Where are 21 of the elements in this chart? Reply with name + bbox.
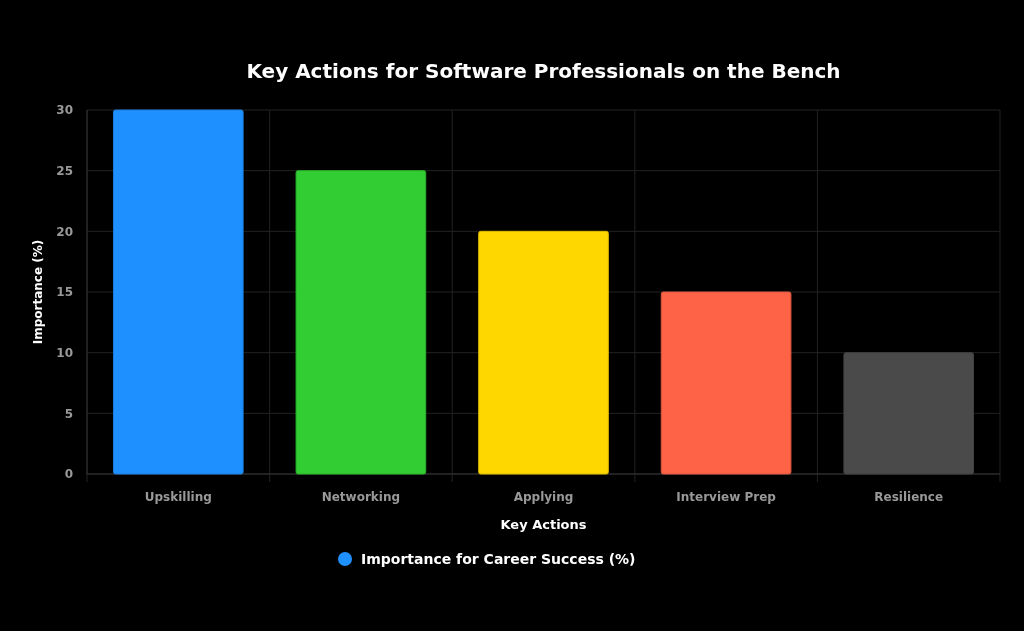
y-tick-label: 0 — [64, 467, 73, 482]
y-tick-label: 30 — [56, 103, 73, 118]
legend-label: Importance for Career Success (%) — [361, 550, 636, 567]
bar — [112, 109, 244, 475]
y-tick-label: 10 — [56, 345, 73, 360]
x-tick-label: Upskilling — [144, 490, 212, 504]
y-axis-title: Importance (%) — [31, 239, 45, 345]
x-tick-label: Resilience — [874, 490, 944, 504]
x-tick-label: Networking — [321, 490, 401, 504]
x-tick-label: Applying — [513, 490, 574, 504]
chart-title: Key Actions for Software Professionals on the Bench — [246, 59, 841, 83]
y-tick-label: 15 — [56, 285, 73, 300]
bar — [478, 230, 609, 475]
x-tick-label: Interview Prep — [676, 490, 777, 504]
y-tick-label: 20 — [56, 224, 73, 239]
bar — [843, 352, 975, 475]
bar — [295, 170, 427, 475]
x-axis-title: Key Actions — [500, 517, 587, 532]
y-tick-label: 5 — [64, 406, 73, 421]
y-tick-label: 25 — [56, 163, 73, 178]
bar — [660, 291, 792, 475]
